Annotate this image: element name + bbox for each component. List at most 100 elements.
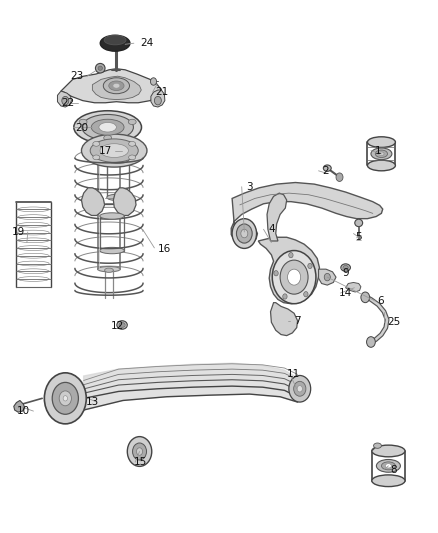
Ellipse shape xyxy=(376,459,400,472)
Ellipse shape xyxy=(82,115,134,140)
Text: 11: 11 xyxy=(286,369,300,379)
Text: 22: 22 xyxy=(62,98,75,108)
Text: 2: 2 xyxy=(323,166,329,176)
Circle shape xyxy=(297,385,302,392)
Circle shape xyxy=(288,269,300,285)
Text: 16: 16 xyxy=(158,245,171,254)
Text: 7: 7 xyxy=(294,316,301,326)
Ellipse shape xyxy=(81,134,147,167)
Text: 4: 4 xyxy=(268,224,275,235)
Circle shape xyxy=(308,263,312,269)
Ellipse shape xyxy=(374,443,381,448)
Circle shape xyxy=(289,375,311,402)
Circle shape xyxy=(127,437,152,466)
Ellipse shape xyxy=(103,78,130,94)
Circle shape xyxy=(293,381,306,396)
Ellipse shape xyxy=(98,266,120,272)
Ellipse shape xyxy=(104,35,126,45)
Text: 12: 12 xyxy=(111,321,124,331)
Circle shape xyxy=(280,260,308,294)
Text: 20: 20 xyxy=(75,123,88,133)
Ellipse shape xyxy=(372,475,405,487)
Ellipse shape xyxy=(385,464,392,468)
Ellipse shape xyxy=(371,148,392,160)
Ellipse shape xyxy=(104,135,112,141)
Ellipse shape xyxy=(381,462,396,470)
Polygon shape xyxy=(92,76,141,100)
Text: 9: 9 xyxy=(343,269,349,278)
Circle shape xyxy=(289,253,293,258)
Ellipse shape xyxy=(95,63,105,73)
Ellipse shape xyxy=(107,194,129,200)
Text: 10: 10 xyxy=(17,406,30,416)
Text: 3: 3 xyxy=(246,182,253,192)
Ellipse shape xyxy=(372,445,405,457)
Ellipse shape xyxy=(100,144,128,158)
Ellipse shape xyxy=(355,219,363,227)
Polygon shape xyxy=(151,90,165,107)
Ellipse shape xyxy=(93,141,100,146)
Circle shape xyxy=(336,173,343,181)
Ellipse shape xyxy=(93,155,100,160)
Text: 23: 23 xyxy=(71,71,84,81)
Circle shape xyxy=(304,292,308,297)
Ellipse shape xyxy=(323,165,331,171)
Ellipse shape xyxy=(74,111,141,144)
Ellipse shape xyxy=(100,213,124,219)
Circle shape xyxy=(154,96,161,105)
Polygon shape xyxy=(258,237,319,304)
Ellipse shape xyxy=(100,247,124,254)
Ellipse shape xyxy=(119,322,125,327)
Text: 6: 6 xyxy=(377,296,384,306)
Circle shape xyxy=(137,448,143,455)
Ellipse shape xyxy=(367,137,396,148)
Text: 25: 25 xyxy=(387,317,400,327)
Ellipse shape xyxy=(79,119,87,125)
Text: 1: 1 xyxy=(375,146,381,156)
Ellipse shape xyxy=(105,153,113,157)
Circle shape xyxy=(133,443,147,460)
Circle shape xyxy=(274,271,278,276)
Ellipse shape xyxy=(99,123,117,132)
Circle shape xyxy=(63,395,67,401)
Text: 14: 14 xyxy=(339,288,352,298)
Circle shape xyxy=(361,292,370,303)
Circle shape xyxy=(237,224,252,243)
Polygon shape xyxy=(81,188,105,215)
Polygon shape xyxy=(231,182,383,244)
Ellipse shape xyxy=(98,158,120,163)
Polygon shape xyxy=(346,282,361,292)
Polygon shape xyxy=(113,188,136,215)
Ellipse shape xyxy=(343,265,348,270)
Text: 15: 15 xyxy=(134,457,147,467)
Ellipse shape xyxy=(128,119,136,125)
Polygon shape xyxy=(57,91,71,107)
Circle shape xyxy=(44,373,86,424)
Text: 8: 8 xyxy=(390,465,397,474)
Ellipse shape xyxy=(379,152,384,156)
Text: 19: 19 xyxy=(11,227,25,237)
Circle shape xyxy=(62,96,69,105)
Circle shape xyxy=(283,294,287,299)
Text: 24: 24 xyxy=(140,38,154,48)
Polygon shape xyxy=(271,303,297,336)
Ellipse shape xyxy=(367,160,396,171)
Ellipse shape xyxy=(107,157,129,164)
Circle shape xyxy=(232,219,257,248)
Ellipse shape xyxy=(117,321,127,329)
Ellipse shape xyxy=(341,264,350,271)
Circle shape xyxy=(324,273,330,281)
Ellipse shape xyxy=(109,81,124,91)
Text: 5: 5 xyxy=(355,232,362,243)
Polygon shape xyxy=(318,269,336,285)
Circle shape xyxy=(150,78,156,85)
Polygon shape xyxy=(84,364,297,410)
Polygon shape xyxy=(14,400,25,412)
Ellipse shape xyxy=(90,139,138,163)
Ellipse shape xyxy=(129,141,136,146)
Ellipse shape xyxy=(98,66,102,70)
Ellipse shape xyxy=(113,83,120,88)
Polygon shape xyxy=(61,69,161,103)
Ellipse shape xyxy=(375,150,388,158)
Text: 17: 17 xyxy=(99,146,112,156)
